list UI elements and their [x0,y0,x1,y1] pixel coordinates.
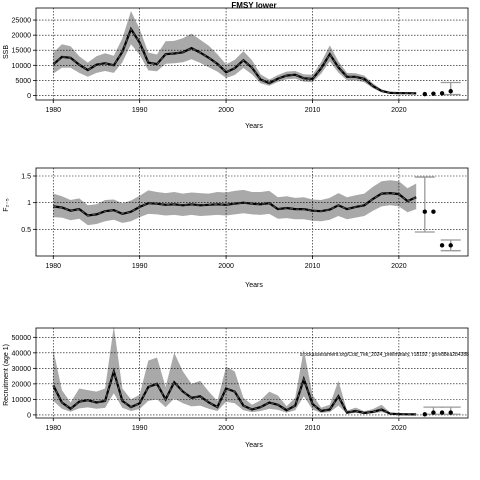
axis-ticks: 1980 1990 2000 2010 2020 0.5 1 1.5 [21,174,407,271]
x-tick-label: 2020 [391,107,407,114]
x-tick-label: 2020 [391,263,407,270]
x-tick-label: 1980 [45,425,61,432]
x-axis-label: Years [245,442,263,449]
axis-ticks: 1980 1990 2000 2010 2020 0 5000 10000 15000 20000… [12,18,407,114]
y-axis-label: SSB [3,45,10,59]
projection-point [431,410,436,415]
y-tick-label: 20000 [12,381,32,388]
x-tick-label: 1990 [132,425,148,432]
x-tick-label: 2000 [218,263,234,270]
projection-point [439,410,445,415]
x-tick-label: 1990 [132,107,148,114]
x-tick-label: 1990 [132,263,148,270]
panel-fishing-mortality: F₂₋₅ Years 1980 1990 2000 2010 2020 0.5 1 1.5 [3,167,469,289]
x-tick-label: 2000 [218,107,234,114]
y-tick-label: 50000 [12,335,32,342]
x-tick-label: 1980 [45,107,61,114]
confidence-band [53,11,417,94]
x-tick-label: 1980 [45,263,61,270]
y-tick-label: 10000 [12,63,32,70]
x-tick-label: 2010 [305,425,321,432]
y-tick-label: 5000 [15,78,31,85]
projection-point [431,209,436,214]
x-tick-label: 2010 [305,263,321,270]
projection-point [422,91,427,97]
y-tick-label: 0 [27,93,31,100]
projection-point [448,89,453,94]
projection-point [431,91,436,96]
series-line-dashes [52,369,417,415]
axis-ticks: 1980 1990 2000 2010 2020 0 10000 20000 30000 4000… [12,335,407,432]
y-tick-label: 25000 [12,18,32,25]
y-tick-label: 40000 [12,350,32,357]
series-line-dashes [52,27,417,94]
y-axis-label: F₂₋₅ [3,198,10,212]
plot-frame [35,327,469,419]
y-axis-label: Recruitment (age 1) [3,344,10,406]
y-tick-label: 20000 [12,33,32,40]
panel-recruitment: Recruitment (age 1) Years stockassessmen… [3,326,469,449]
plot-frame [35,7,469,101]
y-tick-label: 10000 [12,397,32,404]
x-axis-label: Years [245,282,263,289]
plot-area [35,167,469,257]
y-tick-label: 1.5 [21,174,31,181]
y-tick-label: 0.5 [21,227,31,234]
projection-point [439,243,445,248]
projection-point [448,243,453,248]
y-tick-label: 0 [27,412,31,419]
projection-point [439,91,445,96]
panel-title: FMSY lower [231,1,276,10]
projection-point [422,209,427,214]
plot-area [35,7,469,101]
y-tick-label: 15000 [12,48,32,55]
plot-area [35,326,469,419]
y-tick-label: 1 [27,200,31,207]
series-line-dashes [53,192,417,217]
confidence-band [53,326,417,415]
x-axis-label: Years [245,123,263,130]
plot-frame [35,167,469,257]
source-annotation: stockassessment.org/Cod_7ek_2024_prelimi… [300,352,469,358]
projection-point [448,410,453,415]
panel-ssb: FMSY lower SSB Years 1980 1990 2000 2010 202… [3,1,469,130]
x-tick-label: 2010 [305,107,321,114]
y-tick-label: 30000 [12,366,32,373]
x-tick-label: 2020 [391,425,407,432]
projection-point [422,412,427,417]
x-tick-label: 2000 [218,425,234,432]
